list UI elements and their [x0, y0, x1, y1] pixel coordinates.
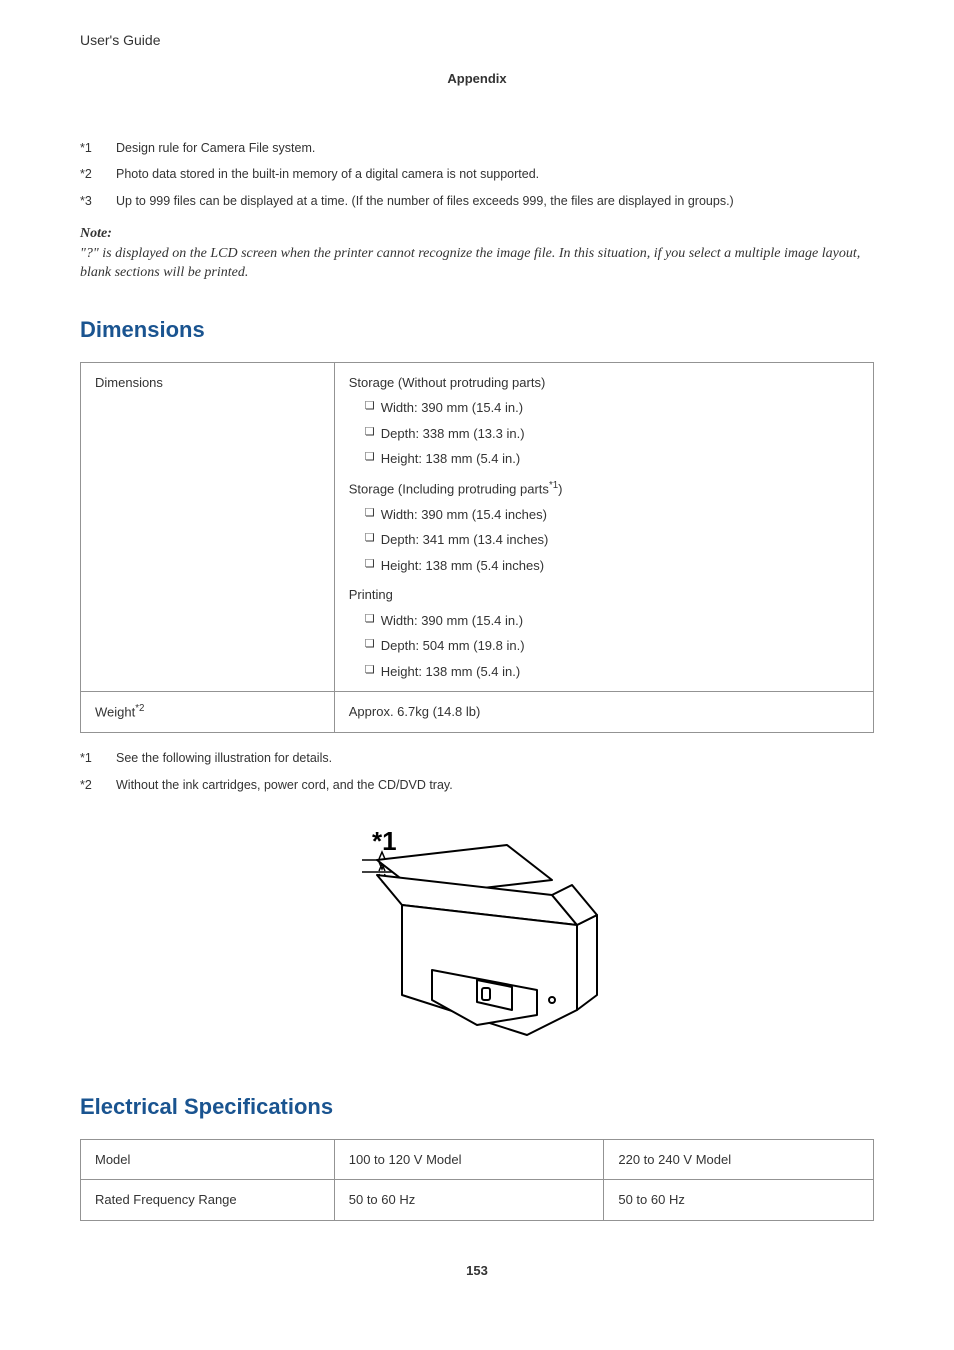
- list-item: Width: 390 mm (15.4 inches): [365, 505, 859, 525]
- doc-title: User's Guide: [80, 30, 874, 51]
- table-row: Rated Frequency Range 50 to 60 Hz 50 to …: [81, 1180, 874, 1221]
- footnote-row: *2 Photo data stored in the built-in mem…: [80, 165, 874, 184]
- list-item: Depth: 338 mm (13.3 in.): [365, 424, 859, 444]
- cell: Rated Frequency Range: [81, 1180, 335, 1221]
- dim-group-heading: Storage (Without protruding parts): [349, 373, 859, 393]
- dimensions-table: Dimensions Storage (Without protruding p…: [80, 362, 874, 733]
- footnote-text: Photo data stored in the built-in memory…: [116, 165, 539, 184]
- cell: 50 to 60 Hz: [334, 1180, 604, 1221]
- list-item: Height: 138 mm (5.4 inches): [365, 556, 859, 576]
- dim-list: Width: 390 mm (15.4 inches) Depth: 341 m…: [349, 505, 859, 576]
- weight-value-cell: Approx. 6.7kg (14.8 lb): [334, 692, 873, 733]
- dimensions-value-cell: Storage (Without protruding parts) Width…: [334, 362, 873, 691]
- cell: 100 to 120 V Model: [334, 1139, 604, 1180]
- cell: 50 to 60 Hz: [604, 1180, 874, 1221]
- list-item: Width: 390 mm (15.4 in.): [365, 398, 859, 418]
- footnote-text: Design rule for Camera File system.: [116, 139, 315, 158]
- footnote-row: *3 Up to 999 files can be displayed at a…: [80, 192, 874, 211]
- note-label: Note:: [80, 223, 874, 244]
- weight-label-cell: Weight*2: [81, 692, 335, 733]
- footnote-key: *1: [80, 139, 100, 158]
- printer-svg: *1: [327, 820, 627, 1050]
- page-number: 153: [80, 1261, 874, 1281]
- section-header: Appendix: [80, 69, 874, 89]
- note-body: "?" is displayed on the LCD screen when …: [80, 244, 874, 283]
- footnote-text: Without the ink cartridges, power cord, …: [116, 776, 453, 795]
- footnote-row: *2 Without the ink cartridges, power cor…: [80, 776, 874, 795]
- cell: 220 to 240 V Model: [604, 1139, 874, 1180]
- dim-list: Width: 390 mm (15.4 in.) Depth: 338 mm (…: [349, 398, 859, 469]
- electrical-heading: Electrical Specifications: [80, 1090, 874, 1123]
- electrical-table: Model 100 to 120 V Model 220 to 240 V Mo…: [80, 1139, 874, 1221]
- dimensions-label-cell: Dimensions: [81, 362, 335, 691]
- dim-group-heading: Storage (Including protruding parts*1): [349, 479, 859, 499]
- printer-illustration: *1: [80, 820, 874, 1050]
- footnote-key: *2: [80, 165, 100, 184]
- footnote-text: Up to 999 files can be displayed at a ti…: [116, 192, 734, 211]
- top-footnotes: *1 Design rule for Camera File system. *…: [80, 139, 874, 211]
- list-item: Depth: 341 mm (13.4 inches): [365, 530, 859, 550]
- footnote-text: See the following illustration for detai…: [116, 749, 332, 768]
- footnote-key: *2: [80, 776, 100, 795]
- list-item: Width: 390 mm (15.4 in.): [365, 611, 859, 631]
- dimensions-footnotes: *1 See the following illustration for de…: [80, 749, 874, 795]
- footnote-row: *1 Design rule for Camera File system.: [80, 139, 874, 158]
- dim-list: Width: 390 mm (15.4 in.) Depth: 504 mm (…: [349, 611, 859, 682]
- list-item: Depth: 504 mm (19.8 in.): [365, 636, 859, 656]
- table-row: Model 100 to 120 V Model 220 to 240 V Mo…: [81, 1139, 874, 1180]
- illustration-label: *1: [372, 826, 397, 856]
- footnote-row: *1 See the following illustration for de…: [80, 749, 874, 768]
- list-item: Height: 138 mm (5.4 in.): [365, 662, 859, 682]
- note-block: Note: "?" is displayed on the LCD screen…: [80, 223, 874, 283]
- footnote-key: *3: [80, 192, 100, 211]
- dimensions-heading: Dimensions: [80, 313, 874, 346]
- dim-group-heading: Printing: [349, 585, 859, 605]
- footnote-key: *1: [80, 749, 100, 768]
- cell: Model: [81, 1139, 335, 1180]
- list-item: Height: 138 mm (5.4 in.): [365, 449, 859, 469]
